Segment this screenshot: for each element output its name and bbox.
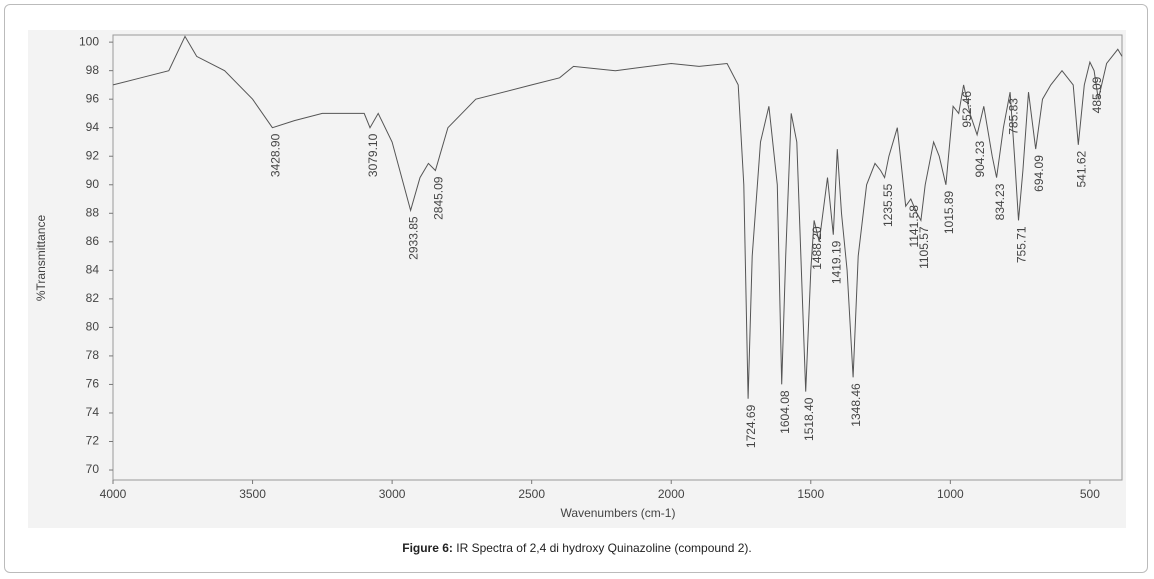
peak-label: 834.23 — [993, 183, 1007, 220]
x-tick-label: 3000 — [379, 487, 406, 501]
scan-background — [28, 30, 1126, 528]
spectrum-line — [112, 35, 1123, 399]
x-tick-label: 2500 — [518, 487, 545, 501]
x-tick-label: 4000 — [100, 487, 127, 501]
x-tick-label: 500 — [1080, 487, 1100, 501]
y-tick-label: 94 — [86, 120, 100, 134]
caption: Figure 6: IR Spectra of 2,4 di hydroxy Q… — [402, 541, 752, 555]
peak-label: 3079.10 — [366, 133, 380, 177]
y-tick-label: 90 — [86, 177, 100, 191]
peak-label: 755.71 — [1015, 226, 1029, 263]
x-tick-label: 3500 — [239, 487, 266, 501]
caption-text: IR Spectra of 2,4 di hydroxy Quinazoline… — [456, 541, 752, 555]
peak-label: 2845.09 — [432, 176, 446, 220]
peak-label: 1105.57 — [917, 226, 931, 269]
peak-label: 785.83 — [1006, 98, 1020, 135]
peak-label: 1604.08 — [778, 390, 792, 434]
y-tick-label: 100 — [79, 34, 99, 48]
y-tick-label: 72 — [86, 434, 100, 448]
peak-label: 952.46 — [960, 91, 974, 128]
figure-frame — [4, 4, 1148, 573]
y-tick-label: 82 — [86, 291, 100, 305]
y-tick-label: 98 — [86, 63, 100, 77]
peak-label: 1141.58 — [907, 205, 921, 248]
y-tick-label: 70 — [86, 462, 100, 476]
peak-label: 1015.89 — [942, 190, 956, 234]
peak-label: 1724.69 — [744, 404, 758, 448]
peak-label: 1348.46 — [849, 383, 863, 427]
peak-label: 1419.19 — [830, 240, 844, 284]
y-tick-label: 74 — [86, 405, 100, 419]
x-tick-label: 2000 — [658, 487, 685, 501]
peak-label: 485.09 — [1090, 76, 1104, 113]
peak-label: 694.09 — [1032, 155, 1046, 192]
y-tick-label: 84 — [86, 263, 100, 277]
y-axis-title: %Transmittance — [34, 215, 48, 302]
y-tick-label: 88 — [86, 205, 100, 219]
x-axis-title: Wavenumbers (cm-1) — [561, 506, 676, 520]
peak-label: 1235.55 — [881, 183, 895, 227]
peak-label: 1488.20 — [810, 226, 824, 270]
peak-label: 904.23 — [973, 141, 987, 178]
peak-label: 541.62 — [1074, 150, 1088, 187]
peak-label: 1518.40 — [802, 397, 816, 441]
y-tick-label: 96 — [86, 91, 100, 105]
x-tick-label: 1500 — [797, 487, 824, 501]
caption-label: Figure 6: — [402, 541, 453, 555]
y-tick-label: 76 — [86, 377, 100, 391]
y-tick-label: 92 — [86, 148, 100, 162]
y-tick-label: 78 — [86, 348, 100, 362]
plot-frame — [112, 34, 1123, 481]
y-tick-label: 86 — [86, 234, 100, 248]
x-tick-label: 1000 — [937, 487, 964, 501]
peak-label: 3428.90 — [269, 133, 283, 177]
y-tick-label: 80 — [86, 320, 100, 334]
peak-label: 2933.85 — [407, 216, 421, 260]
